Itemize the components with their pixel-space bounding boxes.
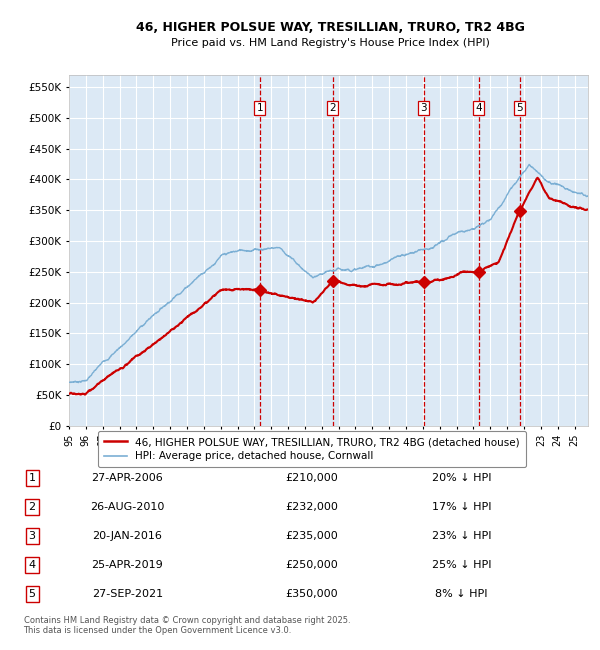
Text: 1: 1 bbox=[256, 103, 263, 113]
Text: £210,000: £210,000 bbox=[285, 473, 338, 483]
Text: 25% ↓ HPI: 25% ↓ HPI bbox=[431, 560, 491, 570]
Text: 4: 4 bbox=[29, 560, 36, 570]
Text: 8% ↓ HPI: 8% ↓ HPI bbox=[435, 589, 488, 599]
Text: 27-APR-2006: 27-APR-2006 bbox=[91, 473, 163, 483]
Text: 2: 2 bbox=[329, 103, 336, 113]
Text: 3: 3 bbox=[29, 531, 35, 541]
Text: 3: 3 bbox=[421, 103, 427, 113]
Text: 20-JAN-2016: 20-JAN-2016 bbox=[92, 531, 162, 541]
Text: 1: 1 bbox=[29, 473, 35, 483]
Text: 5: 5 bbox=[516, 103, 523, 113]
Text: £250,000: £250,000 bbox=[285, 560, 338, 570]
Text: 26-AUG-2010: 26-AUG-2010 bbox=[90, 502, 164, 512]
Text: 23% ↓ HPI: 23% ↓ HPI bbox=[431, 531, 491, 541]
Text: 17% ↓ HPI: 17% ↓ HPI bbox=[431, 502, 491, 512]
Text: 27-SEP-2021: 27-SEP-2021 bbox=[92, 589, 163, 599]
Text: 25-APR-2019: 25-APR-2019 bbox=[91, 560, 163, 570]
Text: £232,000: £232,000 bbox=[285, 502, 338, 512]
Text: £235,000: £235,000 bbox=[285, 531, 338, 541]
Text: £350,000: £350,000 bbox=[285, 589, 338, 599]
Text: 2: 2 bbox=[29, 502, 36, 512]
Text: 5: 5 bbox=[29, 589, 35, 599]
Legend: 46, HIGHER POLSUE WAY, TRESILLIAN, TRURO, TR2 4BG (detached house), HPI: Average: 46, HIGHER POLSUE WAY, TRESILLIAN, TRURO… bbox=[98, 431, 526, 467]
Text: Contains HM Land Registry data © Crown copyright and database right 2025.
This d: Contains HM Land Registry data © Crown c… bbox=[23, 616, 350, 635]
Text: Price paid vs. HM Land Registry's House Price Index (HPI): Price paid vs. HM Land Registry's House … bbox=[170, 38, 490, 48]
Text: 20% ↓ HPI: 20% ↓ HPI bbox=[431, 473, 491, 483]
Text: 46, HIGHER POLSUE WAY, TRESILLIAN, TRURO, TR2 4BG: 46, HIGHER POLSUE WAY, TRESILLIAN, TRURO… bbox=[136, 21, 524, 34]
Text: 4: 4 bbox=[475, 103, 482, 113]
